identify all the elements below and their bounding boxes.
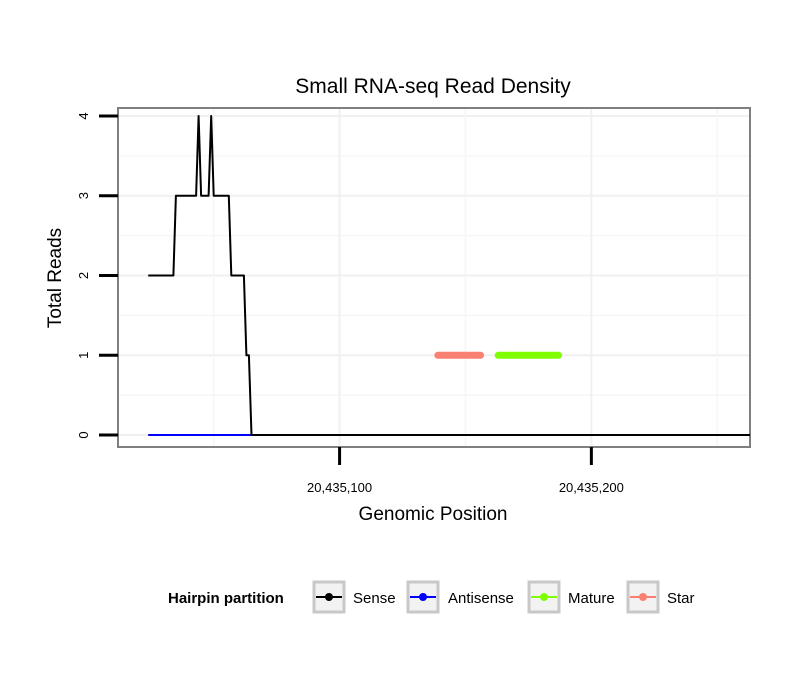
legend-key-marker	[540, 593, 548, 601]
y-tick-label: 4	[76, 112, 91, 119]
legend-label: Mature	[568, 590, 615, 607]
x-axis: 20,435,100 20,435,200	[307, 447, 624, 495]
plot-panel	[117, 107, 751, 448]
legend-key-marker	[325, 593, 333, 601]
series-line-sense	[148, 115, 750, 436]
y-tick-label: 0	[76, 431, 91, 438]
y-axis: 0 1 2 3 4	[76, 112, 118, 439]
legend-key-box	[527, 580, 561, 614]
series-layer	[148, 115, 750, 436]
chart-title: Small RNA-seq Read Density	[295, 75, 571, 98]
legend-key-marker	[639, 593, 647, 601]
x-axis-label: Genomic Position	[359, 504, 508, 525]
x-tick-label: 20,435,200	[559, 480, 624, 495]
legend-label: Antisense	[448, 590, 514, 607]
y-tick-label: 3	[76, 192, 91, 199]
legend-label: Sense	[353, 590, 396, 607]
legend: Hairpin partition Sense Antisense Mature St…	[168, 580, 695, 614]
x-tick-label: 20,435,100	[307, 480, 372, 495]
legend-key-marker	[419, 593, 427, 601]
legend-title: Hairpin partition	[168, 590, 284, 607]
y-axis-label: Total Reads	[45, 228, 66, 328]
y-tick-label: 2	[76, 272, 91, 279]
y-tick-label: 1	[76, 352, 91, 359]
legend-label: Star	[667, 590, 695, 607]
